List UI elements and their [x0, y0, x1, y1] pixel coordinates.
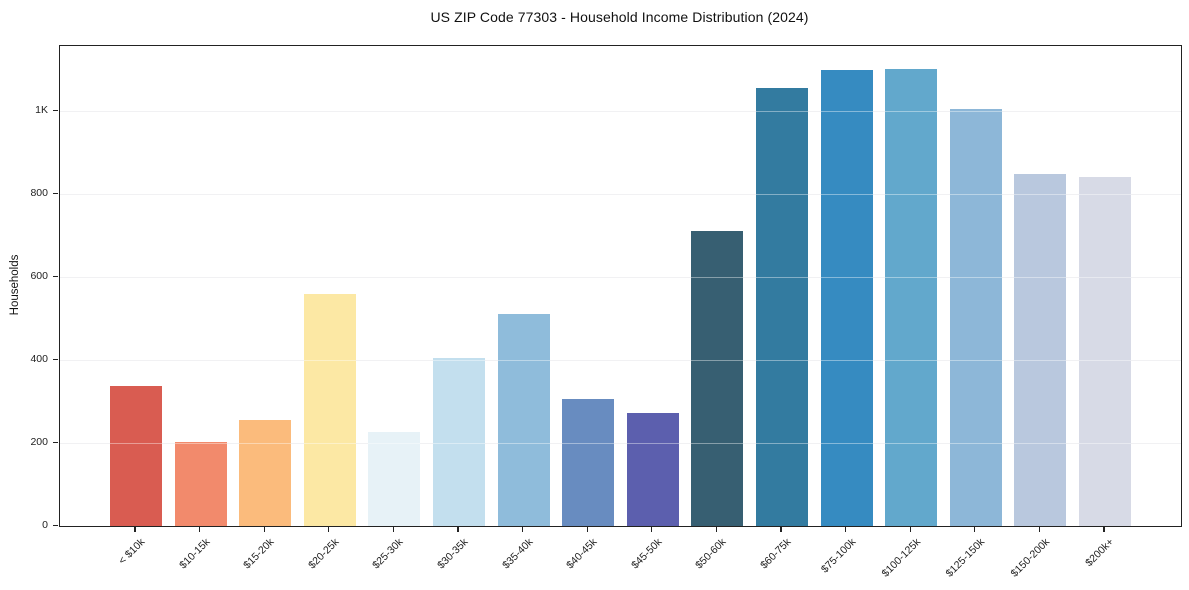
- x-tick-label: $150-200k: [1008, 536, 1052, 580]
- x-tick-label: $50-60k: [693, 536, 729, 572]
- y-tick-label: 400: [30, 352, 48, 365]
- x-tick-mark: [974, 526, 976, 532]
- gridline: [60, 276, 1181, 278]
- x-tick-mark: [263, 526, 265, 532]
- x-tick-label: $30-35k: [435, 536, 471, 572]
- x-tick-mark: [328, 526, 330, 532]
- y-tick-mark: [52, 441, 58, 443]
- y-tick-label: 0: [42, 518, 48, 531]
- x-tick-label: $45-50k: [628, 536, 665, 572]
- x-tick-label: $35-40k: [499, 536, 536, 572]
- chart-title: US ZIP Code 77303 - Household Income Dis…: [430, 9, 809, 25]
- bar-200k: [1079, 176, 1131, 526]
- bar-40-45k: [562, 399, 615, 526]
- x-tick-label: $10-15k: [176, 536, 213, 572]
- x-tick-label: $100-125k: [879, 536, 923, 580]
- x-tick-label: $15-20k: [241, 536, 277, 572]
- gridline-overlay: [60, 110, 1181, 112]
- bar-150-200k: [1014, 174, 1067, 526]
- bar-25-30k: [368, 431, 421, 526]
- x-tick-label: $125-150k: [943, 536, 988, 580]
- bar-125-150k: [949, 108, 1002, 526]
- gridline: [60, 110, 1181, 112]
- y-tick-label: 800: [30, 186, 48, 199]
- y-axis-label: Households: [9, 254, 21, 316]
- x-tick-mark: [522, 526, 524, 532]
- x-tick-mark: [909, 526, 911, 532]
- y-tick-label: 600: [30, 269, 48, 282]
- gridline-overlay: [60, 442, 1181, 444]
- bar-50-60k: [691, 231, 744, 526]
- x-tick-mark: [1038, 526, 1041, 532]
- gridline: [60, 359, 1181, 361]
- y-tick-mark: [52, 109, 58, 111]
- y-tick-mark: [52, 275, 58, 277]
- x-tick-label: $20-25k: [305, 536, 342, 572]
- gridline-overlay: [60, 359, 1181, 361]
- bar-10-15k: [174, 442, 227, 526]
- gridline: [60, 442, 1181, 444]
- x-tick-mark: [845, 526, 847, 532]
- gridline-overlay: [60, 276, 1181, 278]
- x-tick-mark: [199, 526, 201, 532]
- bar-60-75k: [756, 88, 808, 526]
- x-tick-label: $75-100k: [818, 536, 859, 576]
- bar-15-20k: [239, 419, 292, 526]
- bar-20-25k: [303, 293, 356, 526]
- x-tick-mark: [1103, 526, 1105, 532]
- x-tick-label: $25-30k: [370, 536, 406, 572]
- bar-100-125k: [885, 68, 938, 526]
- gridline: [60, 193, 1181, 195]
- bar-35-40k: [497, 313, 550, 526]
- x-tick-mark: [715, 526, 718, 532]
- x-tick-mark: [457, 526, 459, 532]
- x-tick-label: < $10k: [116, 536, 148, 567]
- x-tick-mark: [586, 526, 588, 532]
- bar-45-50k: [626, 412, 679, 526]
- x-tick-label: $60-75k: [758, 536, 794, 572]
- x-tick-mark: [651, 526, 653, 532]
- y-tick-label: 1K: [35, 103, 48, 116]
- x-tick-mark: [392, 526, 395, 532]
- x-tick-mark: [134, 526, 136, 532]
- x-tick-mark: [780, 526, 782, 532]
- bar-10k: [110, 385, 162, 526]
- bar-30-35k: [433, 357, 485, 526]
- bar-75-100k: [820, 70, 873, 526]
- y-tick-mark: [52, 192, 58, 194]
- x-tick-label: $40-45k: [564, 536, 600, 572]
- y-tick-label: 200: [30, 435, 48, 448]
- plot-area: [59, 45, 1182, 527]
- gridline-overlay: [60, 193, 1181, 195]
- x-tick-label: $200k+: [1083, 536, 1117, 570]
- y-tick-mark: [52, 358, 58, 360]
- y-tick-mark: [52, 524, 58, 526]
